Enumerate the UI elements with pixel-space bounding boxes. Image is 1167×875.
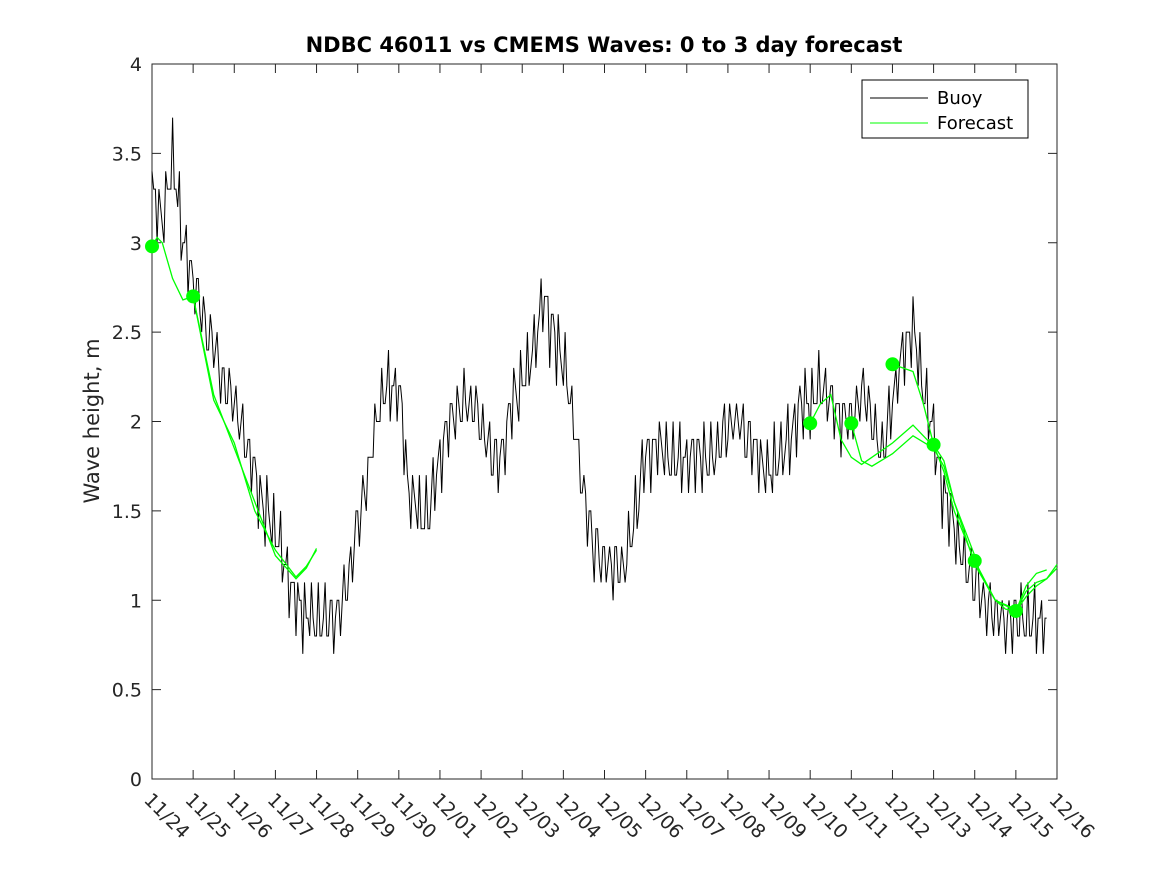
x-tick-label: 11/29 [345, 789, 399, 843]
y-tick-label: 1.5 [112, 501, 142, 523]
series-layer [145, 117, 1058, 654]
forecast-run-line [809, 393, 935, 466]
forecast-start-marker [145, 239, 159, 254]
x-tick-label: 12/06 [633, 789, 687, 843]
plot-area [151, 63, 1058, 780]
x-tick-label: 12/01 [427, 789, 481, 843]
y-tick-label: 2.5 [112, 322, 142, 344]
legend-box [861, 79, 1029, 139]
x-tick-label: 12/07 [674, 789, 728, 843]
legend: Buoy Forecast [861, 79, 1029, 139]
x-tick-label: 12/15 [1003, 789, 1057, 843]
legend-forecast-label: Forecast [937, 113, 1013, 134]
x-tick-label: 12/11 [839, 789, 893, 843]
buoy-series-line [151, 117, 1047, 654]
x-tick-label: 11/24 [139, 789, 193, 843]
y-axis-label: Wave height, m [80, 338, 104, 503]
x-tick-label: 12/14 [962, 789, 1016, 843]
forecast-start-marker [186, 289, 201, 304]
forecast-start-marker [844, 416, 859, 431]
x-tick-label: 12/02 [469, 789, 523, 843]
x-tick-label: 12/09 [757, 789, 811, 843]
forecast-start-marker [885, 357, 900, 372]
x-tick-label: 11/26 [222, 789, 276, 843]
x-tick-label: 11/25 [181, 789, 235, 843]
y-tick-label: 1 [130, 590, 142, 612]
x-tick-label: 11/27 [263, 789, 317, 843]
y-tick-label: 0.5 [112, 680, 142, 702]
x-tick-label: 12/13 [921, 789, 975, 843]
forecast-start-marker [803, 416, 818, 431]
y-tick-label: 0 [130, 769, 142, 791]
legend-buoy-label: Buoy [937, 88, 983, 109]
x-tick-label: 11/28 [304, 789, 358, 843]
x-tick-label: 12/08 [715, 789, 769, 843]
forecast-start-marker [1008, 603, 1023, 618]
x-tick-label: 12/03 [510, 789, 564, 843]
x-tick-label: 12/12 [880, 789, 934, 843]
chart-title: NDBC 46011 vs CMEMS Waves: 0 to 3 day fo… [306, 33, 903, 57]
y-tick-label: 3.5 [112, 143, 142, 165]
forecast-start-marker [926, 437, 941, 452]
forecast-start-marker [967, 553, 982, 568]
x-tick-label: 12/05 [592, 789, 646, 843]
y-tick-label: 4 [130, 54, 142, 76]
x-tick-label: 11/30 [386, 789, 440, 843]
x-tick-label: 12/04 [551, 789, 605, 843]
y-tick-label: 3 [130, 233, 142, 255]
y-tick-label: 2 [130, 412, 142, 434]
x-tick-label: 12/16 [1044, 789, 1098, 843]
forecast-run-line [1015, 564, 1058, 612]
x-tick-label: 12/10 [798, 789, 852, 843]
forecast-run-line [192, 296, 318, 578]
